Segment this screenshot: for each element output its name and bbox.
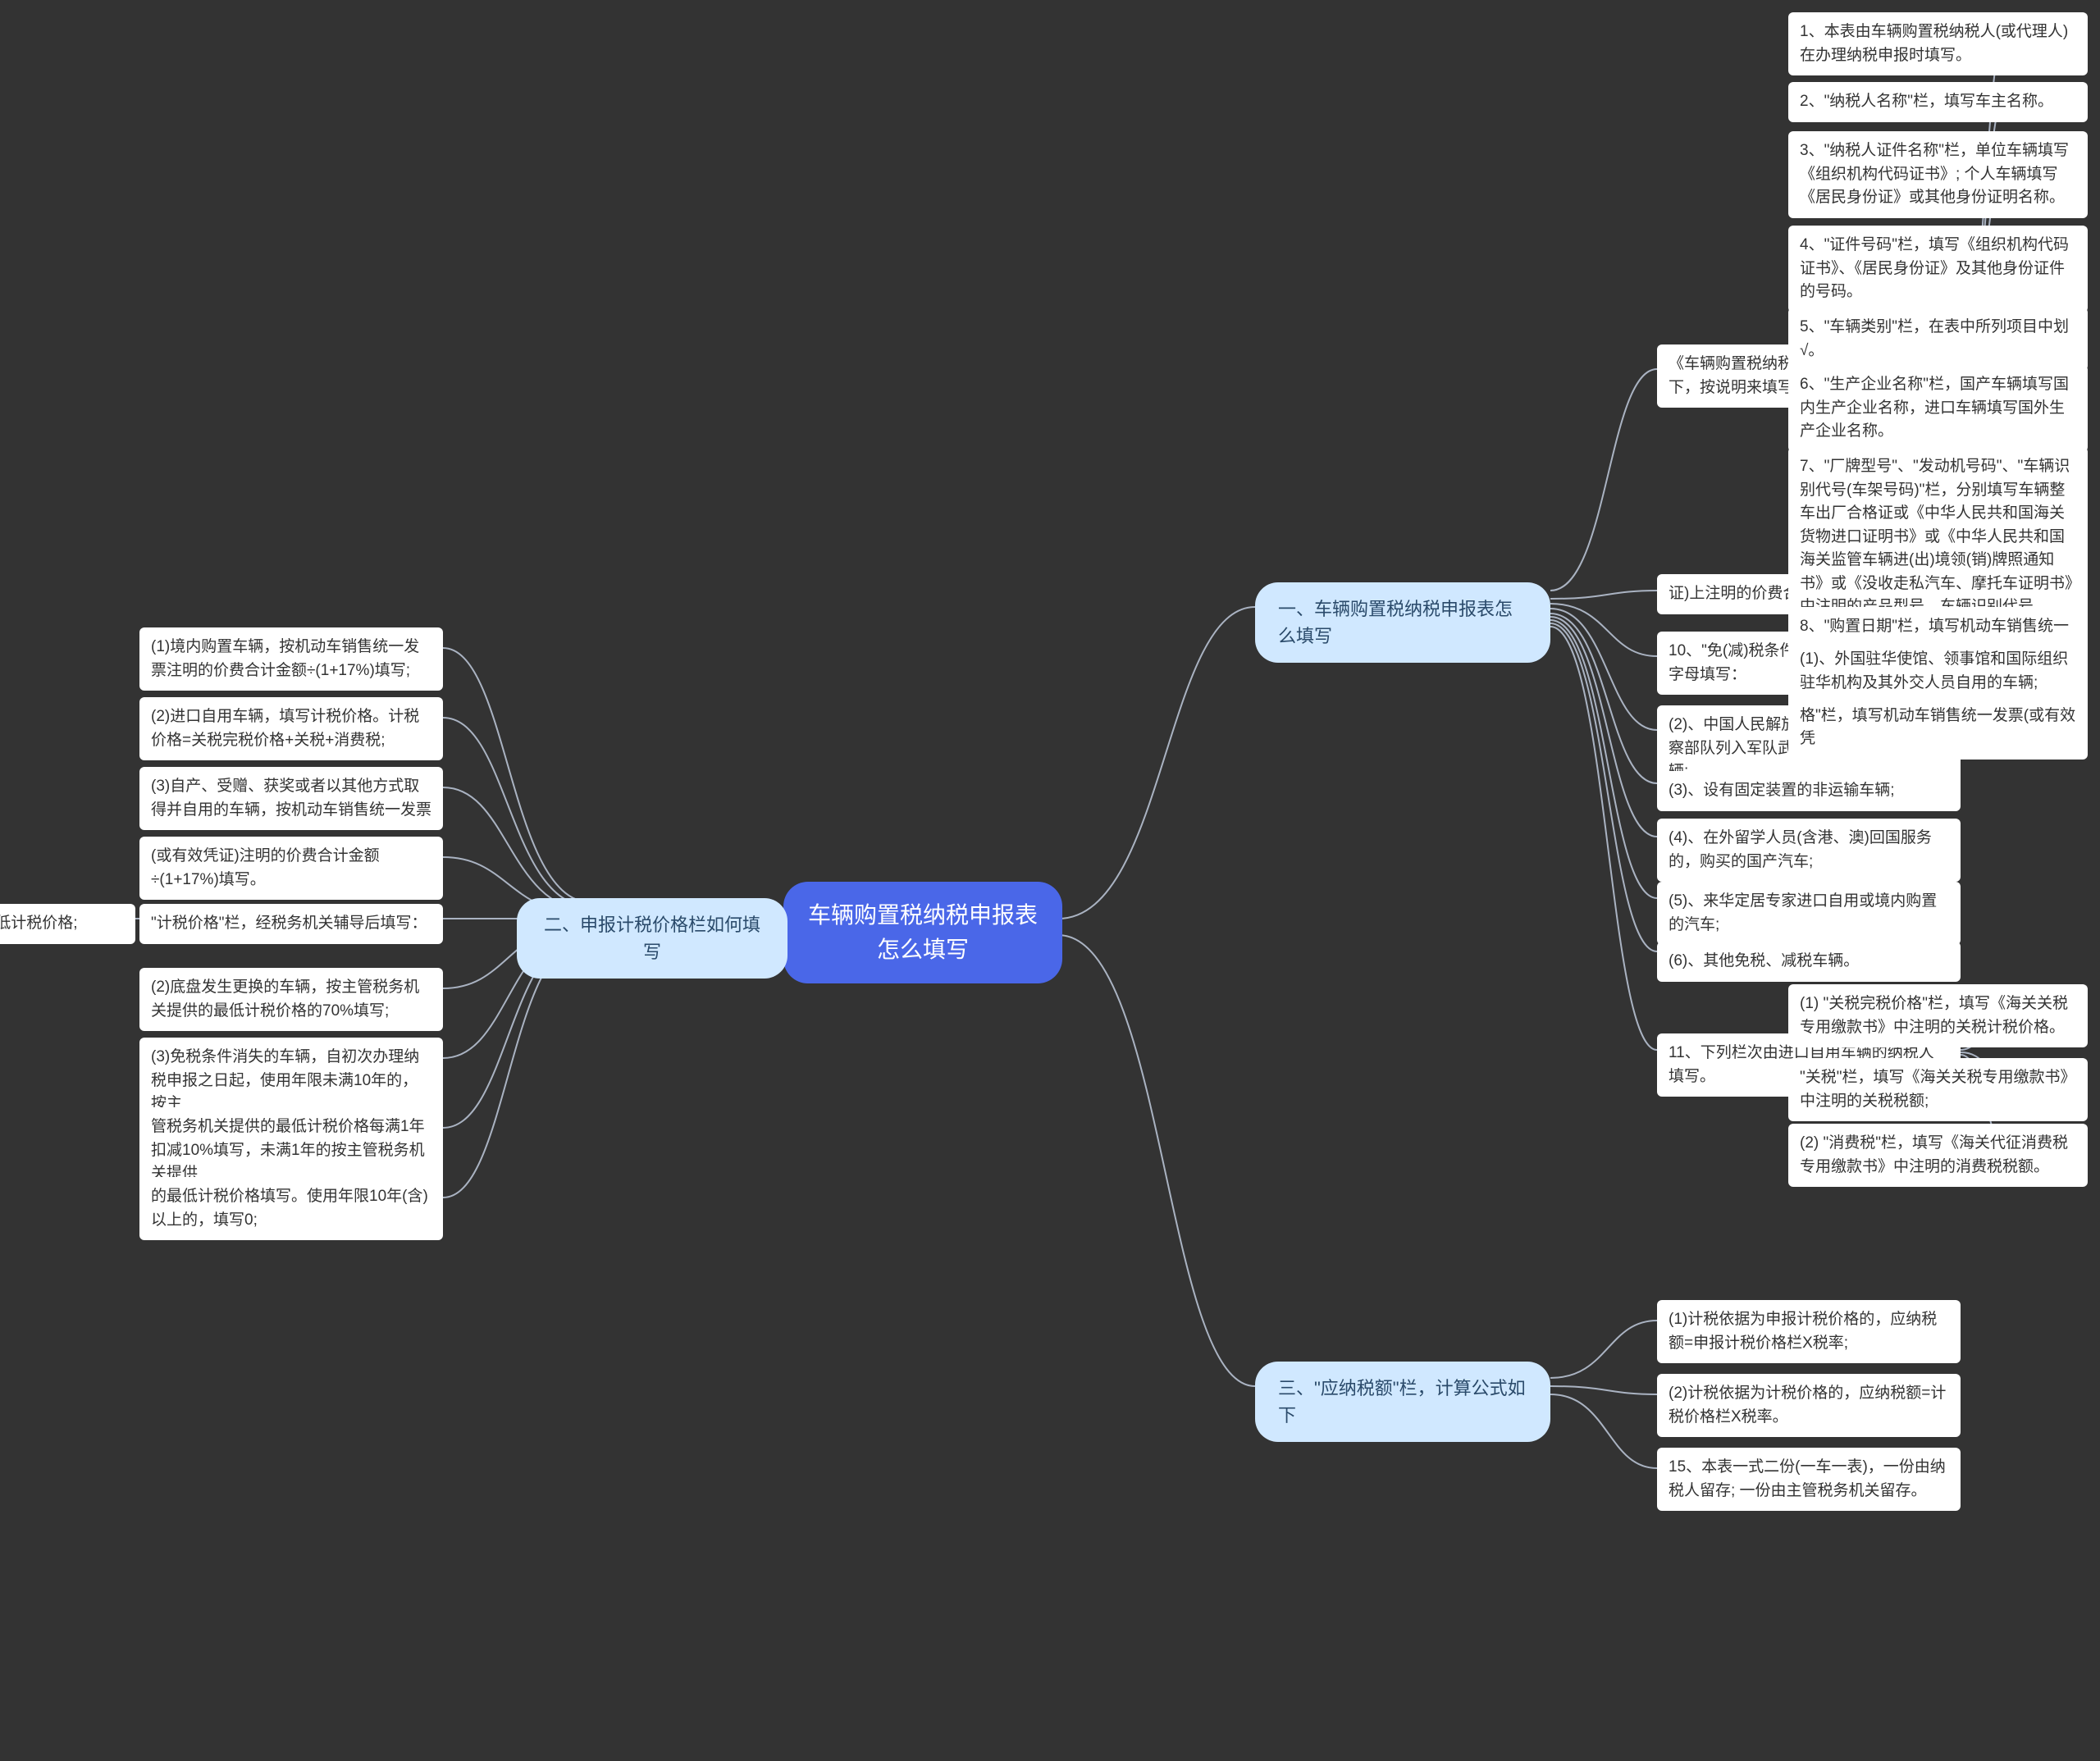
branch-3: 三、"应纳税额"栏，计算公式如下 [1255, 1362, 1550, 1442]
b2-leaf-5: (1)填写最低计税价格; [0, 904, 135, 944]
root-label: 车辆购置税纳税申报表怎么填写 [808, 902, 1038, 962]
b2-leaf-2: (2)进口自用车辆，填写计税价格。计税价格=关税完税价格+关税+消费税; [139, 697, 443, 760]
b1-leaf-5: 5、"车辆类别"栏，在表中所列项目中划√。 [1788, 308, 2088, 371]
branch-1: 一、车辆购置税纳税申报表怎么填写 [1255, 582, 1550, 663]
b3-leaf-2: (2)计税依据为计税价格的，应纳税额=计税价格栏X税率。 [1657, 1374, 1961, 1437]
b1-mid-6: (4)、在外留学人员(含港、澳)回国服务的，购买的国产汽车; [1657, 819, 1961, 882]
root-node: 车辆购置税纳税申报表怎么填写 [783, 882, 1062, 983]
b2-leaf-6: (2)底盘发生更换的车辆，按主管税务机关提供的最低计税价格的70%填写; [139, 968, 443, 1031]
b2-mid-1: "计税价格"栏，经税务机关辅导后填写： [139, 904, 443, 944]
branch-3-label: 三、"应纳税额"栏，计算公式如下 [1278, 1378, 1526, 1426]
b2-leaf-1: (1)境内购置车辆，按机动车销售统一发票注明的价费合计金额÷(1+17%)填写; [139, 627, 443, 691]
b1-leaf-2: 2、"纳税人名称"栏，填写车主名称。 [1788, 82, 2088, 122]
b2-leaf-3: (3)自产、受赠、获奖或者以其他方式取得并自用的车辆，按机动车销售统一发票 [139, 767, 443, 830]
branch-1-label: 一、车辆购置税纳税申报表怎么填写 [1278, 599, 1513, 646]
b2-leaf-4: (或有效凭证)注明的价费合计金额÷(1+17%)填写。 [139, 837, 443, 900]
b1-mid-5: (3)、设有固定装置的非运输车辆; [1657, 771, 1961, 811]
b1-leaf-6: 6、"生产企业名称"栏，国产车辆填写国内生产企业名称，进口车辆填写国外生产企业名… [1788, 365, 2088, 452]
b1-leaf-4: 4、"证件号码"栏，填写《组织机构代码证书》、《居民身份证》及其他身份证件的号码… [1788, 226, 2088, 313]
b1-leaf-10: (1)、外国驻华使馆、领事馆和国际组织驻华机构及其外交人员自用的车辆; [1788, 640, 2088, 703]
b1-mid-7: (5)、来华定居专家进口自用或境内购置的汽车; [1657, 882, 1961, 945]
b1-leaf-3: 3、"纳税人证件名称"栏，单位车辆填写《组织机构代码证书》; 个人车辆填写《居民… [1788, 131, 2088, 218]
b1-leaf-11: (1) "关税完税价格"栏，填写《海关关税专用缴款书》中注明的关税计税价格。 [1788, 984, 2088, 1047]
b2-leaf-9: 的最低计税价格填写。使用年限10年(含)以上的，填写0; [139, 1177, 443, 1240]
branch-2: 二、申报计税价格栏如何填写 [517, 898, 788, 979]
b1-leaf-1: 1、本表由车辆购置税纳税人(或代理人)在办理纳税申报时填写。 [1788, 12, 2088, 75]
b1-leaf-12: "关税"栏，填写《海关关税专用缴款书》中注明的关税税额; [1788, 1058, 2088, 1121]
b1-mid-8: (6)、其他免税、减税车辆。 [1657, 942, 1961, 982]
b3-leaf-3: 15、本表一式二份(一车一表)，一份由纳税人留存; 一份由主管税务机关留存。 [1657, 1448, 1961, 1511]
b3-leaf-1: (1)计税依据为申报计税价格的，应纳税额=申报计税价格栏X税率; [1657, 1300, 1961, 1363]
branch-2-label: 二、申报计税价格栏如何填写 [544, 915, 760, 962]
b1-leaf-13: (2) "消费税"栏，填写《海关代征消费税专用缴款书》中注明的消费税税额。 [1788, 1124, 2088, 1187]
